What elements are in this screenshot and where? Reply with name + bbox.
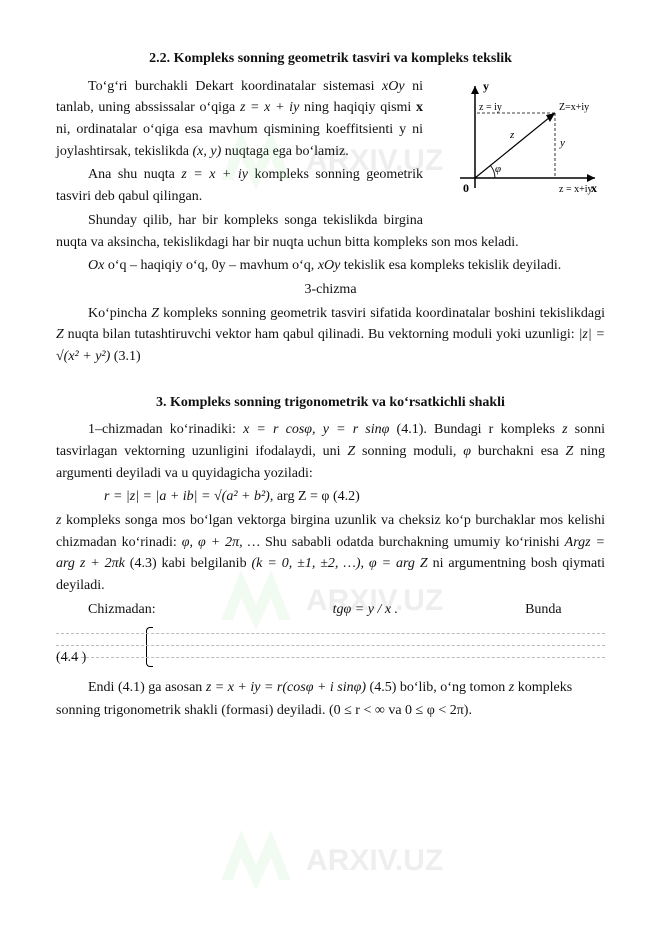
math: tgφ = y / x . bbox=[333, 602, 398, 617]
text: 1–chizmadan ko‘rinadiki: bbox=[88, 422, 243, 437]
math: φ bbox=[463, 444, 471, 459]
svg-text:Z=x+iy: Z=x+iy bbox=[559, 102, 589, 113]
math: z = x + iy bbox=[240, 100, 299, 115]
paragraph: Shunday qilib, har bir kompleks songa te… bbox=[56, 210, 605, 253]
paragraph: 1–chizmadan ko‘rinadiki: x = r cosφ, y =… bbox=[56, 419, 605, 484]
figure-3: x y 0 φ Z=x+iy y z z = x+iy z = iy bbox=[435, 78, 605, 208]
text: kompleks sonning geometrik tasviri sifat… bbox=[159, 306, 605, 321]
svg-text:0: 0 bbox=[463, 181, 469, 195]
piecewise-bracket: (4.4 ) bbox=[56, 627, 605, 667]
svg-text:ARXIV.UZ: ARXIV.UZ bbox=[306, 844, 443, 877]
text: (4.3) kabi belgilanib bbox=[125, 556, 252, 571]
svg-text:z = iy: z = iy bbox=[479, 102, 502, 113]
figure-caption: 3-chizma bbox=[56, 279, 605, 301]
text-bold: x bbox=[416, 100, 423, 115]
math: Z bbox=[151, 306, 159, 321]
text: ning haqiqiy qismi bbox=[299, 100, 416, 115]
paragraph: Endi (4.1) ga asosan z = x + iy = r(cosφ… bbox=[56, 677, 605, 699]
equation-line: r = |z| = |a + ib| = √(a² + b²), arg Z =… bbox=[56, 486, 605, 508]
svg-text:y: y bbox=[559, 137, 565, 149]
math: φ, φ + 2π, … bbox=[182, 535, 260, 550]
eq-number: (4.5) bo‘lib, o‘ng tomon bbox=[370, 680, 509, 695]
eq-number: (4.4 ) bbox=[56, 647, 86, 667]
text: kompleks bbox=[514, 680, 572, 695]
math: r = |z| = |a + ib| = √(a² + b²) bbox=[104, 489, 270, 504]
text: Shu sababli odatda burchakning umumiy ko… bbox=[260, 535, 565, 550]
math: z = x + iy bbox=[181, 167, 248, 182]
text: Endi (4.1) ga asosan bbox=[88, 680, 206, 695]
svg-text:z = x+iy: z = x+iy bbox=[559, 184, 593, 195]
math: Ox bbox=[88, 258, 104, 273]
math: φ = arg Z bbox=[369, 556, 428, 571]
paragraph: Ko‘pincha Z kompleks sonning geometrik t… bbox=[56, 303, 605, 368]
math: (k = 0, ±1, ±2, …) bbox=[252, 556, 361, 571]
watermark: ARXIV.UZ bbox=[201, 820, 461, 908]
math: Z bbox=[347, 444, 355, 459]
text: , arg Z = φ bbox=[270, 489, 330, 504]
eq-number: (3.1) bbox=[114, 349, 141, 364]
text: Chizmadan: bbox=[88, 602, 156, 617]
text: , bbox=[360, 556, 368, 571]
section-3-title: 3. Kompleks sonning trigonometrik va ko‘… bbox=[56, 392, 605, 414]
paragraph: z kompleks songa mos bo‘lgan vektorga bi… bbox=[56, 510, 605, 597]
text: nuqta bilan tutashtiruvchi vektor ham qa… bbox=[64, 327, 579, 342]
section-2-2-title: 2.2. Kompleks sonning geometrik tasviri … bbox=[56, 48, 605, 70]
svg-text:y: y bbox=[483, 79, 489, 93]
text: (4.1). Bundagi r kompleks bbox=[389, 422, 562, 437]
text: To‘g‘ri burchakli Dekart koordinatalar s… bbox=[88, 79, 382, 94]
math: x = r cosφ, y = r sinφ bbox=[243, 422, 389, 437]
text: nuqtaga ega bo‘lamiz. bbox=[221, 144, 349, 159]
math: xOy bbox=[382, 79, 405, 94]
text: Bunda bbox=[525, 602, 562, 617]
text: tekislik esa kompleks tekislik deyiladi. bbox=[340, 258, 561, 273]
svg-text:z: z bbox=[509, 129, 515, 141]
text: o‘q – haqiqiy o‘q, 0y – mavhum o‘q, bbox=[104, 258, 317, 273]
math: z = x + iy = r(cosφ + i sinφ) bbox=[206, 680, 366, 695]
page: ARXIV.UZ ARXIV.UZ ARXIV.UZ 2.2. Kompleks… bbox=[0, 0, 661, 780]
math: (x, y) bbox=[192, 144, 221, 159]
svg-text:φ: φ bbox=[495, 163, 501, 175]
math: xOy bbox=[318, 258, 341, 273]
paragraph: Ox o‘q – haqiqiy o‘q, 0y – mavhum o‘q, x… bbox=[56, 255, 605, 277]
text: sonning moduli, bbox=[355, 444, 463, 459]
text: Ko‘pincha bbox=[88, 306, 151, 321]
paragraph: sonning trigonometrik shakli (formasi) d… bbox=[56, 700, 605, 722]
text: Ana shu nuqta bbox=[88, 167, 181, 182]
math: Z bbox=[56, 327, 64, 342]
paragraph: Chizmadan: tgφ = y / x . Bunda bbox=[56, 599, 605, 621]
text: burchakni esa bbox=[471, 444, 565, 459]
eq-number: (4.2) bbox=[333, 489, 360, 504]
